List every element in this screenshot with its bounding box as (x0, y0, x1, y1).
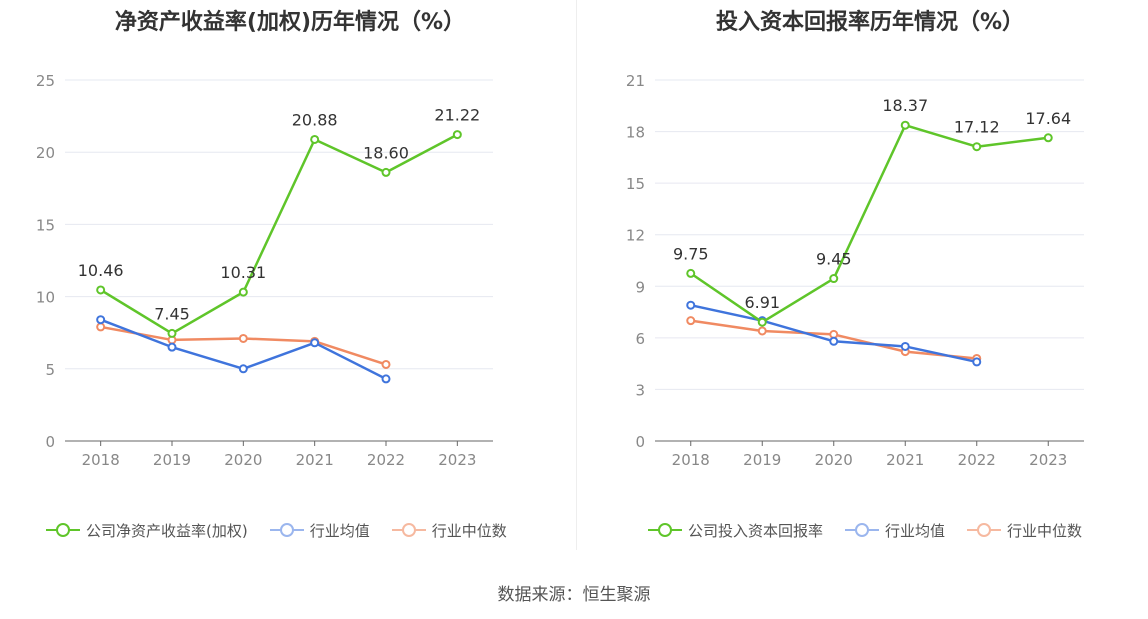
legend-swatch-company (648, 523, 682, 537)
point-company (452, 130, 462, 140)
roic-chart: 0 3 6 9 12 15 18 21 2018 2019 2020 2021 2022 2023 9.75… (626, 72, 1084, 469)
data-label: 21.22 (434, 106, 480, 125)
y-tick-label: 5 (45, 361, 55, 379)
point-avg (686, 300, 696, 310)
point-company (381, 167, 391, 177)
y-tick-label: 6 (635, 330, 645, 348)
data-label: 17.12 (954, 118, 1000, 137)
point-avg (972, 357, 982, 367)
point-median (238, 333, 248, 343)
data-source: 数据来源：恒生聚源 (497, 585, 651, 605)
chart-title-roe: 净资产收益率(加权)历年情况（%） (114, 10, 466, 35)
y-tick-label: 15 (36, 216, 55, 234)
roic-legend: 公司投入资本回报率 行业均值 行业中位数 (648, 518, 1104, 542)
point-avg (310, 338, 320, 348)
y-tick-label: 21 (626, 72, 645, 90)
point-company (900, 120, 910, 130)
point-company (1043, 133, 1053, 143)
x-tick-label: 2022 (958, 451, 996, 469)
x-tick-label: 2020 (224, 451, 262, 469)
point-median (381, 359, 391, 369)
legend-item-company[interactable]: 公司净资产收益率(加权) (46, 520, 248, 541)
point-avg (96, 315, 106, 325)
y-tick-label: 15 (626, 175, 645, 193)
chart-divider (576, 0, 577, 550)
legend-item-company[interactable]: 公司投入资本回报率 (648, 520, 823, 541)
x-tick-label: 2021 (886, 451, 924, 469)
y-tick-label: 20 (36, 144, 55, 162)
point-avg (238, 364, 248, 374)
series-line-median (100, 325, 387, 366)
legend-swatch-company (46, 523, 80, 537)
x-tick-label: 2023 (1029, 451, 1067, 469)
y-tick-label: 12 (626, 227, 645, 245)
legend-label-avg: 行业均值 (309, 521, 370, 540)
legend-swatch-avg (845, 523, 880, 537)
y-tick-label: 25 (36, 72, 55, 90)
point-company (757, 317, 767, 327)
legend-swatch-median (967, 523, 1002, 537)
x-tick-label: 2019 (153, 451, 191, 469)
point-company (167, 328, 177, 338)
data-label: 18.37 (882, 96, 928, 115)
legend-item-median[interactable]: 行业中位数 (967, 520, 1082, 541)
y-tick-label: 10 (36, 289, 55, 307)
x-tick-label: 2023 (438, 451, 476, 469)
point-avg (167, 342, 177, 352)
series-line-company (100, 133, 458, 335)
data-label: 9.45 (816, 250, 852, 269)
data-label: 18.60 (363, 143, 409, 162)
y-tick-label: 0 (45, 433, 55, 451)
data-label: 6.91 (744, 293, 780, 312)
x-tick-label: 2019 (743, 451, 781, 469)
data-label: 10.31 (220, 263, 266, 282)
legend-swatch-median (391, 523, 426, 537)
legend-item-median[interactable]: 行业中位数 (391, 520, 507, 541)
point-median (96, 322, 106, 332)
roe-chart: 0 5 10 15 20 25 2018 2019 2020 2021 2022 2023 10.46 7… (36, 72, 493, 469)
x-tick-label: 2018 (82, 451, 120, 469)
data-label: 17.64 (1025, 109, 1071, 128)
legend-swatch-avg (269, 523, 304, 537)
chart-title-roic: 投入资本回报率历年情况（%） (715, 10, 1025, 35)
point-avg (381, 374, 391, 384)
roe-legend: 公司净资产收益率(加权) 行业均值 行业中位数 (46, 518, 529, 542)
y-tick-label: 9 (635, 278, 645, 296)
point-median (686, 316, 696, 326)
point-company (238, 287, 248, 297)
point-company (686, 268, 696, 278)
data-label: 9.75 (673, 244, 709, 263)
x-tick-label: 2018 (672, 451, 710, 469)
point-company (829, 274, 839, 284)
point-avg (829, 336, 839, 346)
point-median (757, 326, 767, 336)
data-label: 7.45 (154, 304, 190, 323)
y-tick-label: 3 (635, 381, 645, 399)
legend-item-avg[interactable]: 行业均值 (269, 520, 370, 541)
legend-label-company: 公司净资产收益率(加权) (86, 521, 248, 540)
x-tick-label: 2022 (367, 451, 405, 469)
legend-label-median: 行业中位数 (1007, 521, 1083, 540)
x-tick-label: 2021 (296, 451, 334, 469)
x-tick-label: 2020 (815, 451, 853, 469)
legend-item-avg[interactable]: 行业均值 (845, 520, 945, 541)
legend-label-avg: 行业均值 (885, 521, 946, 540)
point-company (310, 134, 320, 144)
data-label: 20.88 (292, 110, 338, 129)
point-avg (900, 341, 910, 351)
data-label: 10.46 (78, 261, 124, 280)
y-tick-label: 0 (635, 433, 645, 451)
legend-label-company: 公司投入资本回报率 (688, 521, 824, 540)
point-company (96, 285, 106, 295)
point-company (972, 142, 982, 152)
legend-label-median: 行业中位数 (431, 521, 507, 540)
series-line-company (690, 123, 1049, 324)
y-tick-label: 18 (626, 124, 645, 142)
